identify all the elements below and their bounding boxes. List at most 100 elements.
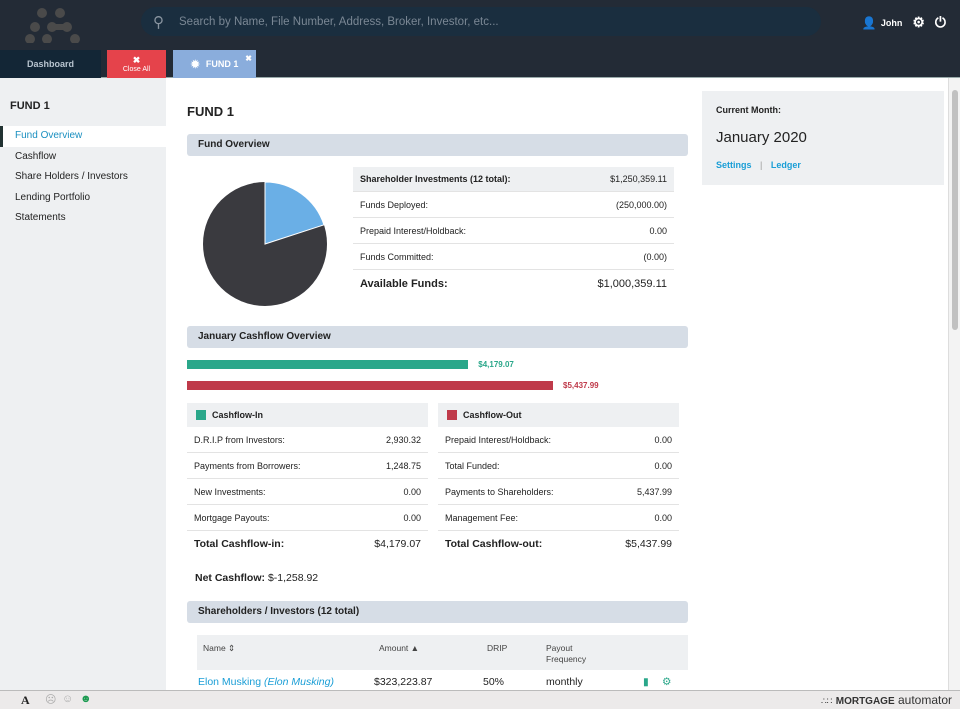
row-value: 0.00	[654, 460, 672, 471]
row-label: Shareholder Investments (12 total):	[360, 174, 511, 184]
cashflow-in-swatch	[196, 410, 206, 420]
pie-slice-deployed	[264, 181, 325, 245]
shareholders-table-header: Name ⇕ Amount ▲ DRIP Payout Frequency	[197, 635, 688, 670]
font-size-icon[interactable]: A	[21, 693, 30, 707]
sidebar-title: FUND 1	[10, 100, 50, 112]
user-icon[interactable]: 👤	[861, 15, 877, 30]
payout: monthly	[546, 676, 583, 688]
row-label: D.R.I.P from Investors:	[194, 434, 285, 445]
user-name[interactable]: John	[880, 17, 903, 28]
current-month-value: January 2020	[716, 129, 807, 146]
row-value: 5,437.99	[636, 486, 672, 497]
row-label: Payments from Borrowers:	[194, 460, 301, 471]
table-row: D.R.I.P from Investors: 2,930.32	[187, 427, 428, 453]
search-icon: ⚲	[153, 13, 164, 31]
row-label: Prepaid Interest/Holdback:	[445, 434, 552, 445]
table-row: Prepaid Interest/Holdback: 0.00	[353, 218, 674, 244]
cashflow-in-value: $4,179.07	[478, 360, 514, 369]
search-input[interactable]: ⚲ Search by Name, File Number, Address, …	[141, 7, 821, 36]
table-row: Prepaid Interest/Holdback: 0.00	[438, 427, 679, 453]
shareholders-header: Shareholders / Investors (12 total)	[187, 601, 688, 623]
sidebar: FUND 1 Fund Overview Cashflow Share Hold…	[0, 78, 166, 690]
fund-icon: ✹	[190, 58, 200, 71]
current-month-panel: Current Month: January 2020 Settings | L…	[702, 91, 944, 185]
fund-overview-table: Shareholder Investments (12 total): $1,25…	[353, 167, 674, 298]
close-icon: ✖	[132, 55, 141, 65]
top-bar: ⚲ Search by Name, File Number, Address, …	[0, 0, 960, 50]
tab-dashboard[interactable]: Dashboard	[0, 50, 101, 78]
col-drip[interactable]: DRIP	[487, 643, 508, 653]
sidebar-item-statements[interactable]: Statements	[15, 212, 66, 223]
table-row: New Investments: 0.00	[187, 479, 428, 505]
separator: |	[760, 160, 763, 170]
status-bar: A ☹ ☺ ☻ ∴∷ MORTGAGE automator	[0, 690, 960, 709]
table-row: Shareholder Investments (12 total): $1,25…	[353, 167, 674, 192]
table-row: Management Fee: 0.00	[438, 505, 679, 531]
page-title: FUND 1	[187, 104, 234, 119]
row-label: Mortgage Payouts:	[194, 512, 270, 523]
scrollbar-thumb[interactable]	[952, 90, 958, 330]
tab-fund-1[interactable]: ✹ FUND 1 ✖	[173, 50, 256, 78]
shareholder-link[interactable]: Elon Musking (Elon Musking)	[198, 676, 334, 688]
tab-fund-label: FUND 1	[205, 59, 239, 69]
row-label: Funds Deployed:	[360, 199, 429, 210]
brand-logo: ∴∷ MORTGAGE automator	[820, 693, 952, 707]
ledger-link[interactable]: Ledger	[770, 160, 801, 170]
gear-icon[interactable]: ⚙	[662, 676, 672, 688]
row-value: 0.00	[649, 225, 667, 236]
row-value: (250,000.00)	[615, 199, 667, 210]
total-value: $5,437.99	[625, 538, 672, 550]
sad-face-icon[interactable]: ☹	[45, 694, 57, 706]
tab-close-icon[interactable]: ✖	[245, 54, 252, 63]
row-value: 2,930.32	[385, 434, 421, 445]
row-label: Management Fee:	[445, 512, 519, 523]
brand-icon: ∴∷	[820, 696, 833, 706]
close-all-button[interactable]: ✖ Close All	[107, 50, 166, 78]
net-label: Net Cashflow:	[195, 572, 266, 584]
total-label: Total Cashflow-out:	[445, 538, 543, 550]
total-row: Total Cashflow-out: $5,437.99	[438, 531, 679, 557]
settings-link[interactable]: Settings	[716, 160, 752, 170]
col-payout[interactable]: Payout Frequency	[546, 643, 587, 664]
table-row: Mortgage Payouts: 0.00	[187, 505, 428, 531]
col-name[interactable]: Name ⇕	[203, 643, 236, 653]
table-row: Total Funded: 0.00	[438, 453, 679, 479]
table-row: Payments to Shareholders: 5,437.99	[438, 479, 679, 505]
close-all-label: Close All	[122, 66, 151, 73]
table-row: Funds Deployed: (250,000.00)	[353, 192, 674, 218]
sidebar-item-lending-portfolio[interactable]: Lending Portfolio	[15, 191, 91, 203]
row-value: 0.00	[403, 512, 421, 523]
logo-icon[interactable]	[22, 5, 82, 43]
sidebar-item-fund-overview[interactable]: Fund Overview	[0, 126, 166, 147]
fund-overview-header: Fund Overview	[187, 134, 688, 156]
gear-icon[interactable]: ⚙	[912, 14, 925, 30]
cashflow-in-title: Cashflow-In	[212, 410, 263, 420]
row-value: 0.00	[403, 486, 421, 497]
search-placeholder: Search by Name, File Number, Address, Br…	[179, 15, 499, 28]
cashflow-out-value: $5,437.99	[563, 381, 599, 390]
cashflow-in-bar	[187, 360, 469, 369]
available-label: Available Funds:	[360, 278, 448, 290]
cashflow-out-title: Cashflow-Out	[463, 410, 522, 420]
neutral-face-icon[interactable]: ☺	[62, 693, 74, 705]
power-icon[interactable]: ⏻	[934, 14, 946, 30]
sidebar-item-cashflow[interactable]: Cashflow	[15, 150, 57, 162]
scrollbar[interactable]	[948, 78, 960, 690]
cashflow-in-table: Cashflow-In D.R.I.P from Investors: 2,930…	[187, 403, 428, 557]
row-value: $1,250,359.11	[610, 174, 667, 184]
col-amount[interactable]: Amount ▲	[379, 643, 420, 653]
cashflow-out-bar	[187, 381, 553, 390]
row-label: New Investments:	[194, 486, 266, 497]
fund-pie-chart	[203, 181, 327, 306]
table-row: Payments from Borrowers: 1,248.75	[187, 453, 428, 479]
cashflow-out-swatch	[447, 410, 457, 420]
happy-face-icon[interactable]: ☻	[80, 693, 92, 705]
total-row: Total Cashflow-in: $4,179.07	[187, 531, 428, 557]
sidebar-item-share-holders[interactable]: Share Holders / Investors	[15, 171, 128, 182]
row-value: 1,248.75	[385, 460, 421, 471]
row-label: Payments to Shareholders:	[445, 486, 554, 497]
table-row: Funds Committed: (0.00)	[353, 244, 674, 270]
document-icon[interactable]: ▮	[643, 676, 649, 688]
tab-bar: Dashboard ✖ Close All ✹ FUND 1 ✖	[0, 50, 960, 78]
current-month-label: Current Month:	[716, 105, 781, 115]
